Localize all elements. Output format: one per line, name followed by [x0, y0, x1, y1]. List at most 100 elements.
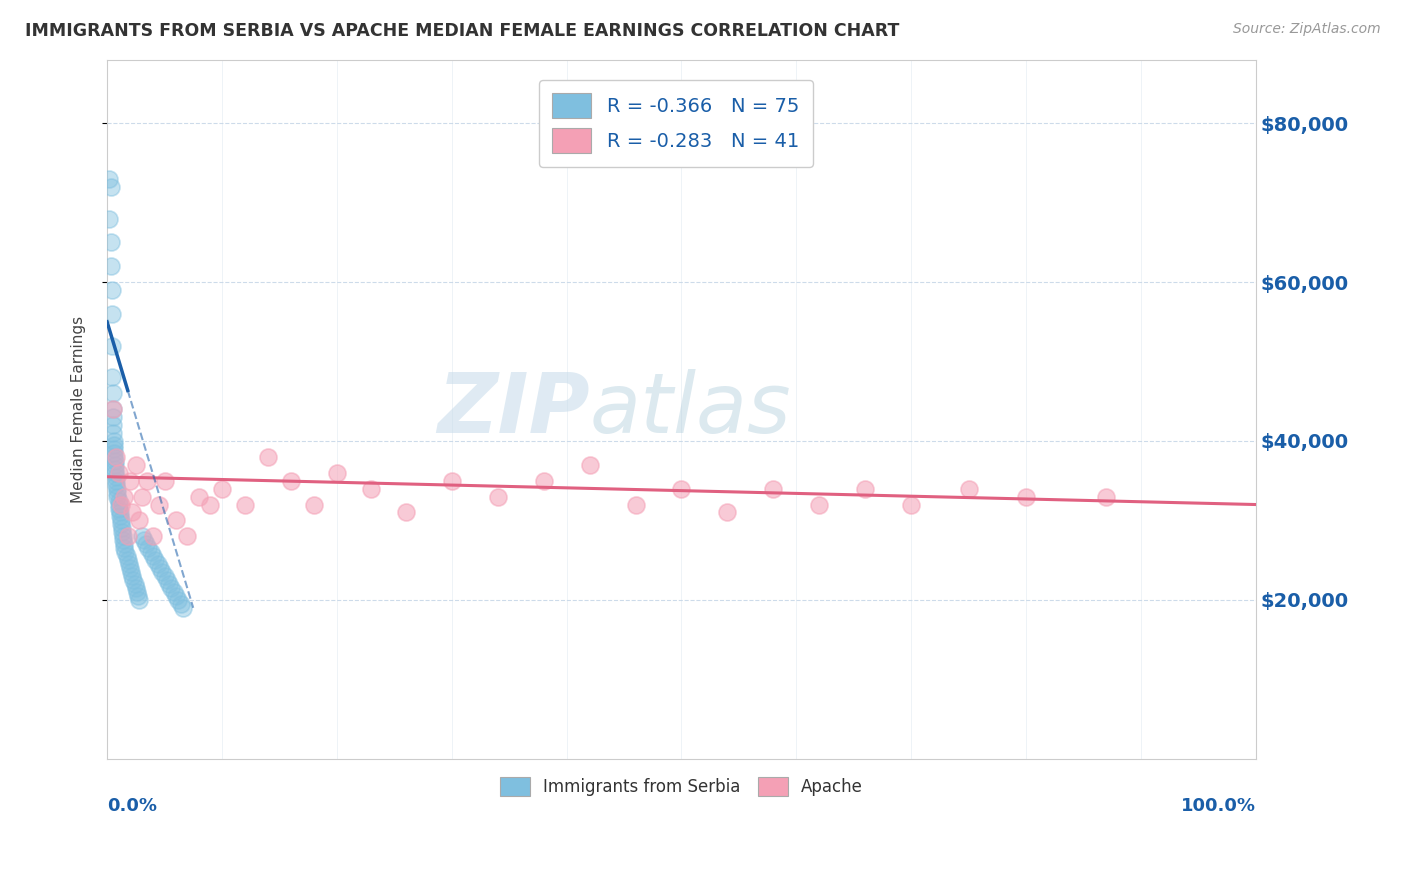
Point	[128, 513, 150, 527]
Point	[100, 259, 122, 273]
Point	[105, 474, 128, 488]
Point	[112, 490, 135, 504]
Point	[165, 589, 187, 603]
Point	[100, 235, 122, 250]
Point	[107, 498, 129, 512]
Point	[112, 541, 135, 556]
Point	[101, 418, 124, 433]
Point	[360, 482, 382, 496]
Text: 100.0%: 100.0%	[1181, 797, 1256, 815]
Point	[132, 533, 155, 548]
Point	[188, 490, 211, 504]
Point	[125, 585, 148, 599]
Point	[257, 450, 280, 464]
Point	[486, 490, 509, 504]
Point	[1015, 490, 1038, 504]
Point	[120, 565, 142, 579]
Point	[125, 581, 148, 595]
Point	[200, 498, 222, 512]
Point	[103, 446, 125, 460]
Point	[165, 513, 187, 527]
Point	[233, 498, 256, 512]
Point	[326, 466, 349, 480]
Point	[150, 565, 173, 579]
Point	[105, 450, 128, 464]
Point	[108, 509, 131, 524]
Text: IMMIGRANTS FROM SERBIA VS APACHE MEDIAN FEMALE EARNINGS CORRELATION CHART: IMMIGRANTS FROM SERBIA VS APACHE MEDIAN …	[25, 22, 900, 40]
Point	[395, 506, 418, 520]
Point	[101, 386, 124, 401]
Point	[167, 593, 190, 607]
Point	[121, 569, 143, 583]
Point	[716, 506, 738, 520]
Point	[138, 541, 160, 556]
Point	[110, 517, 132, 532]
Point	[176, 529, 198, 543]
Point	[578, 458, 600, 472]
Point	[100, 370, 122, 384]
Point	[136, 474, 159, 488]
Point	[111, 521, 134, 535]
Point	[122, 573, 145, 587]
Point	[103, 438, 125, 452]
Point	[107, 501, 129, 516]
Point	[157, 577, 180, 591]
Point	[172, 600, 194, 615]
Point	[146, 557, 169, 571]
Point	[142, 549, 165, 564]
Point	[98, 171, 121, 186]
Point	[112, 537, 135, 551]
Point	[103, 450, 125, 464]
Y-axis label: Median Female Earnings: Median Female Earnings	[72, 316, 86, 503]
Point	[100, 283, 122, 297]
Point	[107, 482, 129, 496]
Point	[302, 498, 325, 512]
Point	[107, 485, 129, 500]
Point	[169, 597, 191, 611]
Point	[104, 466, 127, 480]
Point	[440, 474, 463, 488]
Point	[112, 529, 135, 543]
Point	[671, 482, 693, 496]
Point	[163, 585, 186, 599]
Point	[153, 474, 176, 488]
Legend: R = -0.366   N = 75, R = -0.283   N = 41: R = -0.366 N = 75, R = -0.283 N = 41	[538, 79, 813, 167]
Point	[110, 498, 132, 512]
Point	[1095, 490, 1118, 504]
Point	[118, 557, 141, 571]
Point	[131, 529, 153, 543]
Text: atlas: atlas	[589, 368, 792, 450]
Point	[101, 410, 124, 425]
Point	[125, 458, 148, 472]
Point	[110, 513, 132, 527]
Point	[101, 402, 124, 417]
Point	[103, 434, 125, 448]
Point	[148, 498, 170, 512]
Point	[808, 498, 831, 512]
Point	[762, 482, 785, 496]
Point	[114, 545, 136, 559]
Point	[100, 307, 122, 321]
Point	[118, 474, 141, 488]
Point	[108, 506, 131, 520]
Point	[107, 490, 129, 504]
Point	[142, 529, 165, 543]
Text: Source: ZipAtlas.com: Source: ZipAtlas.com	[1233, 22, 1381, 37]
Point	[117, 529, 139, 543]
Point	[135, 537, 157, 551]
Point	[121, 506, 143, 520]
Point	[98, 211, 121, 226]
Point	[156, 573, 179, 587]
Point	[101, 402, 124, 417]
Point	[107, 493, 129, 508]
Point	[160, 581, 183, 595]
Point	[139, 545, 162, 559]
Point	[149, 561, 172, 575]
Point	[118, 561, 141, 575]
Point	[124, 577, 146, 591]
Point	[143, 553, 166, 567]
Point	[103, 442, 125, 456]
Point	[280, 474, 302, 488]
Point	[105, 477, 128, 491]
Point	[115, 549, 138, 564]
